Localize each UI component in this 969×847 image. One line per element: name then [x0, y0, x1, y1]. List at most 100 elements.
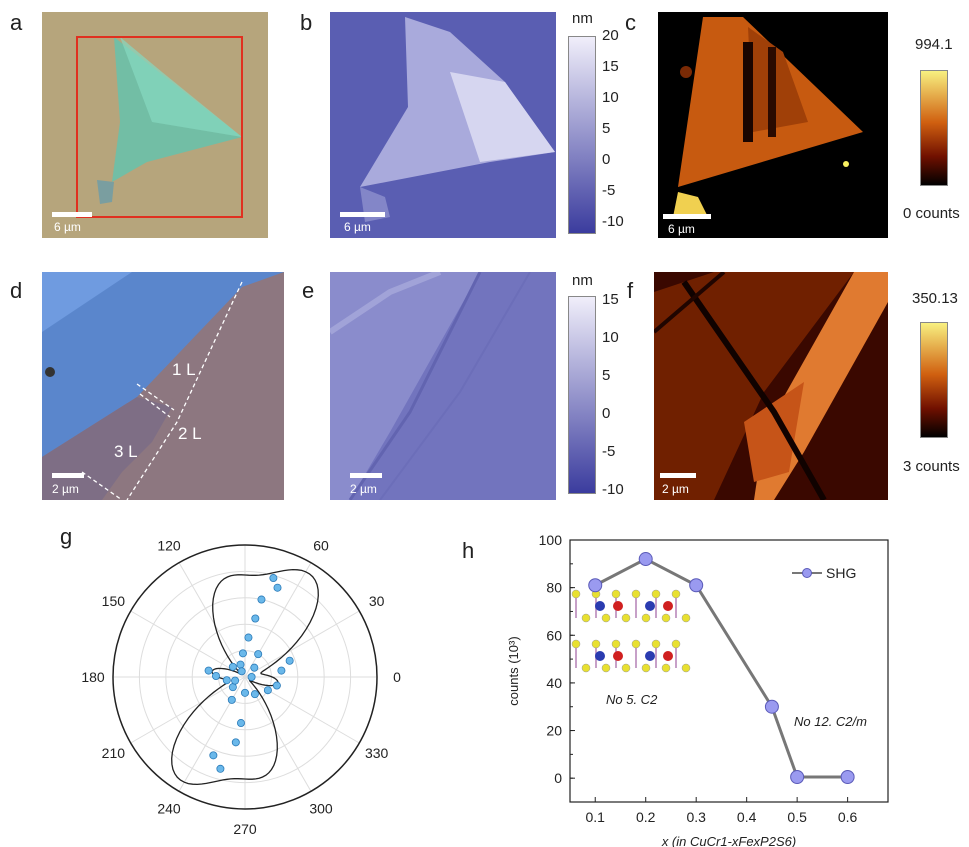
polar-angle-label: 180: [81, 669, 105, 685]
series-line-shg: [594, 557, 848, 779]
polar-data-point: [240, 688, 249, 697]
colorbar-b-unit: nm: [572, 10, 593, 27]
polar-data-point: [250, 690, 259, 699]
polar-data-point: [211, 671, 220, 680]
polar-chart-g: 9060300330300270240210180150120: [81, 540, 401, 837]
chart-frame: [569, 539, 889, 803]
x-tick-label: 0.3: [686, 809, 706, 825]
polar-data-point: [227, 695, 236, 704]
scale-bar-d: [52, 473, 84, 478]
x-tick-label: 0.6: [838, 809, 858, 825]
sulfur-atom: [581, 663, 591, 673]
panel-c-label: c: [625, 10, 636, 35]
polar-angle-label: 60: [313, 540, 329, 553]
optical-image-d: 1 L 2 L 3 L 2 µm: [42, 272, 284, 500]
colorbar-b-tick: 0: [602, 151, 611, 168]
scale-bar-d-text: 2 µm: [52, 482, 79, 496]
data-point-shg: [588, 578, 603, 593]
annotation-c2: No 5. C2: [606, 692, 658, 707]
polar-angle-label: 300: [309, 801, 333, 817]
polar-data-point: [228, 662, 237, 671]
sulfur-atom: [591, 639, 601, 649]
sulfur-atom: [571, 589, 581, 599]
sulfur-atom: [611, 589, 621, 599]
polar-data-point: [237, 667, 246, 676]
polar-grid-spoke: [130, 676, 246, 744]
colorbar-e-tick: -5: [602, 443, 616, 460]
optical-image-a-drawing: [76, 36, 243, 218]
x-tick-label: 0.1: [586, 809, 606, 825]
panel-b-label: b: [300, 10, 313, 35]
sulfur-atom: [681, 663, 691, 673]
colorbar-b-tick: 10: [602, 89, 619, 106]
sulfur-atom: [641, 613, 651, 623]
scale-bar-f: [660, 473, 696, 478]
polar-data-point: [269, 574, 278, 583]
scale-bar-e-text: 2 µm: [350, 482, 377, 496]
polar-data-point: [263, 686, 272, 695]
polar-data-point: [247, 672, 256, 681]
data-point-shg: [764, 699, 779, 714]
y-tick-label: 20: [546, 723, 562, 739]
metal-atom: [663, 601, 673, 611]
polar-data-point: [209, 751, 218, 760]
y-tick-label: 80: [546, 580, 562, 596]
polar-data-point: [272, 681, 281, 690]
y-tick-label: 100: [539, 532, 563, 548]
sulfur-atom: [601, 663, 611, 673]
polar-data-point: [238, 649, 247, 658]
polar-data-point: [285, 656, 294, 665]
afm-image-b-drawing: [360, 17, 555, 222]
polar-angle-label: 120: [157, 540, 181, 553]
shg-map-f: 2 µm: [654, 272, 888, 500]
polar-data-point: [277, 666, 286, 675]
colorbar-f-min: 3 counts: [903, 458, 960, 475]
polar-grid-spoke: [244, 676, 360, 744]
sulfur-atom: [631, 639, 641, 649]
crystal-structure-illustration: [571, 589, 691, 673]
polar-data-point: [216, 764, 225, 773]
polar-grid-spoke: [178, 676, 246, 792]
y-axis-label: counts (10³): [506, 636, 521, 705]
optical-image-a: 6 µm: [42, 12, 268, 238]
sulfur-atom: [601, 613, 611, 623]
data-point-shg: [638, 552, 653, 567]
polar-grid-spoke: [130, 610, 246, 678]
polar-grid-spoke: [244, 562, 312, 678]
sulfur-atom: [581, 613, 591, 623]
sulfur-atom: [621, 613, 631, 623]
scale-bar-b-text: 6 µm: [344, 220, 371, 234]
x-axis-label: x (in CuCr1-xFexP2S6): [661, 834, 796, 847]
colorbar-b: [568, 36, 596, 234]
scale-bar-a-text: 6 µm: [54, 220, 81, 234]
shg-map-c: 6 µm: [658, 12, 888, 238]
x-tick-label: 0.2: [636, 809, 656, 825]
sulfur-atom: [671, 589, 681, 599]
afm-image-b: 6 µm: [330, 12, 556, 238]
sulfur-atom: [651, 639, 661, 649]
colorbar-b-tick: -10: [602, 213, 624, 230]
sulfur-atom: [571, 639, 581, 649]
colorbar-e-unit: nm: [572, 272, 593, 289]
sulfur-atom: [621, 663, 631, 673]
panel-a-label: a: [10, 10, 23, 35]
colorbar-c-min: 0 counts: [903, 205, 960, 222]
colorbar-e-tick: 0: [602, 405, 611, 422]
polar-angle-label: 0: [393, 669, 401, 685]
sulfur-atom: [681, 613, 691, 623]
annotation-c2m: No 12. C2/m: [794, 714, 867, 729]
polar-data-point: [257, 595, 266, 604]
colorbar-b-tick: 20: [602, 27, 619, 44]
legend-marker: [802, 568, 812, 578]
x-tick-label: 0.5: [787, 809, 807, 825]
polar-data-point: [204, 666, 213, 675]
panel-e-label: e: [302, 278, 315, 303]
sulfur-atom: [651, 589, 661, 599]
polar-angle-label: 210: [102, 745, 126, 761]
scale-bar-e: [350, 473, 382, 478]
colorbar-b-tick: -5: [602, 182, 616, 199]
sulfur-atom: [641, 663, 651, 673]
polar-data-point: [244, 633, 253, 642]
colorbar-e: [568, 296, 596, 494]
colorbar-e-tick: -10: [602, 481, 624, 498]
